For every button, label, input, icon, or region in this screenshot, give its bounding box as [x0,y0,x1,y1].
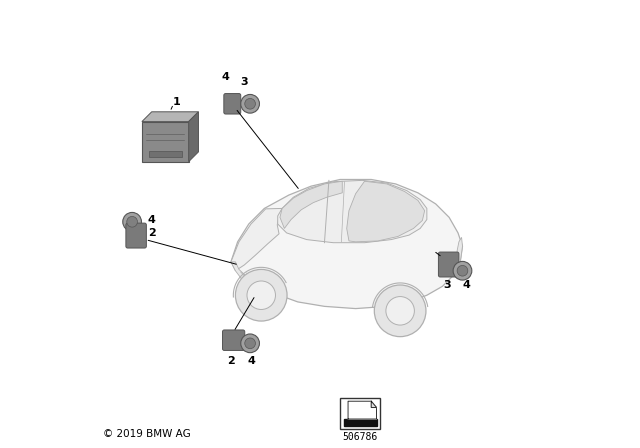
Text: 2: 2 [227,356,235,366]
Polygon shape [189,112,198,162]
Polygon shape [457,237,463,262]
FancyBboxPatch shape [438,252,459,277]
Circle shape [457,265,468,276]
Circle shape [241,334,259,353]
FancyBboxPatch shape [223,330,244,350]
Polygon shape [148,151,182,157]
Polygon shape [142,112,198,121]
Text: 3: 3 [443,280,451,290]
Text: © 2019 BMW AG: © 2019 BMW AG [103,429,191,439]
Polygon shape [344,419,376,426]
Circle shape [244,99,255,109]
Circle shape [453,261,472,280]
Text: 2: 2 [148,228,156,238]
Text: 506786: 506786 [342,432,378,442]
Circle shape [244,338,255,349]
Text: 4: 4 [462,280,470,290]
Polygon shape [347,181,424,242]
Circle shape [127,216,138,227]
Circle shape [374,285,426,336]
Polygon shape [278,181,427,243]
Circle shape [247,281,275,310]
FancyBboxPatch shape [126,223,147,248]
Circle shape [123,212,141,231]
Polygon shape [231,208,282,271]
Polygon shape [280,181,342,228]
Text: 1: 1 [173,97,180,107]
Text: 3: 3 [241,78,248,87]
Polygon shape [231,262,258,291]
Circle shape [386,297,414,325]
Circle shape [236,269,287,321]
Polygon shape [231,180,463,309]
Text: 4: 4 [221,72,230,82]
Polygon shape [371,401,376,407]
FancyBboxPatch shape [224,94,241,114]
Bar [142,121,189,162]
Bar [340,398,380,429]
Circle shape [241,95,259,113]
Text: 4: 4 [148,215,156,225]
Polygon shape [348,401,376,419]
Text: 4: 4 [248,356,256,366]
